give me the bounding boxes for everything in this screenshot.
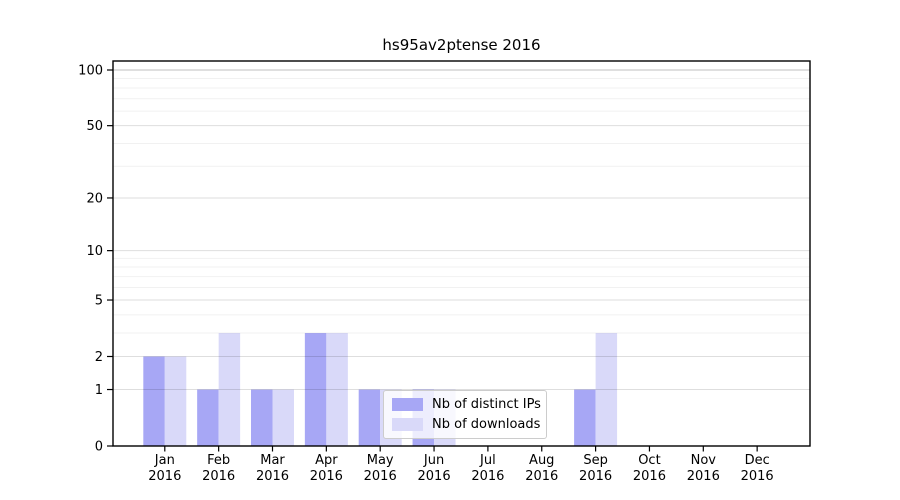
- x-tick-label-year-may: 2016: [364, 469, 397, 484]
- x-tick-label-year-sep: 2016: [579, 469, 612, 484]
- bar-distinct-ips-feb: [197, 389, 219, 446]
- y-tick-label-10: 10: [86, 244, 103, 259]
- x-tick-label-year-oct: 2016: [633, 469, 666, 484]
- legend-swatch-rect-downloads: [392, 418, 423, 431]
- x-tick-label-year-dec: 2016: [741, 469, 774, 484]
- x-tick-label-month-may: May: [367, 453, 394, 468]
- x-tick-label-month-aug: Aug: [529, 453, 554, 468]
- chart-title: hs95av2ptense 2016: [382, 36, 541, 54]
- x-tick-label-year-jun: 2016: [418, 469, 451, 484]
- x-tick-label-year-jul: 2016: [471, 469, 504, 484]
- legend: Nb of distinct IPs Nb of downloads: [383, 390, 547, 439]
- bar-distinct-ips-mar: [251, 389, 273, 446]
- x-tick-label-month-dec: Dec: [745, 453, 770, 468]
- plot-border: [112, 60, 811, 447]
- bar-downloads-mar: [272, 389, 294, 446]
- bar-downloads-sep: [595, 333, 618, 446]
- y-tick-label-50: 50: [86, 119, 103, 134]
- y-tick-label-0: 0: [95, 440, 103, 455]
- legend-swatch-downloads: [392, 418, 423, 431]
- x-tick-label-year-aug: 2016: [525, 469, 558, 484]
- bar-downloads-feb: [218, 333, 241, 446]
- bar-downloads-apr: [326, 333, 348, 446]
- x-tick-label-year-apr: 2016: [310, 469, 343, 484]
- x-tick-label-year-mar: 2016: [256, 469, 289, 484]
- x-tick-label-month-feb: Feb: [207, 453, 230, 468]
- x-tick-label-year-nov: 2016: [687, 469, 720, 484]
- bar-distinct-ips-may: [358, 389, 381, 446]
- bar-distinct-ips-apr: [304, 333, 327, 446]
- x-tick-label-month-sep: Sep: [583, 453, 608, 468]
- bar-downloads-jan: [164, 356, 187, 446]
- x-tick-label-month-mar: Mar: [260, 453, 285, 468]
- x-tick-label-month-apr: Apr: [315, 453, 338, 468]
- legend-swatch-distinct-ips: [392, 398, 423, 411]
- bar-distinct-ips-jan: [143, 356, 165, 446]
- y-tick-label-5: 5: [95, 294, 103, 309]
- legend-label-distinct-ips: Nb of distinct IPs: [432, 397, 541, 412]
- x-tick-label-month-jul: Jul: [479, 453, 496, 468]
- legend-swatch-rect-distinct-ips: [392, 398, 423, 411]
- x-tick-label-year-jan: 2016: [148, 469, 181, 484]
- y-tick-label-1: 1: [95, 383, 103, 398]
- y-tick-label-2: 2: [95, 350, 103, 365]
- y-tick-label-100: 100: [78, 64, 103, 79]
- x-tick-label-month-oct: Oct: [638, 453, 660, 468]
- x-tick-label-month-nov: Nov: [691, 453, 717, 468]
- bar-distinct-ips-sep: [574, 389, 596, 446]
- y-tick-label-20: 20: [86, 191, 103, 206]
- legend-label-downloads: Nb of downloads: [432, 417, 541, 432]
- legend-item-downloads: Nb of downloads: [392, 417, 541, 432]
- x-tick-label-month-jun: Jun: [423, 453, 444, 468]
- x-tick-label-year-feb: 2016: [202, 469, 235, 484]
- x-tick-label-month-jan: Jan: [154, 453, 175, 468]
- legend-item-distinct-ips: Nb of distinct IPs: [392, 397, 541, 412]
